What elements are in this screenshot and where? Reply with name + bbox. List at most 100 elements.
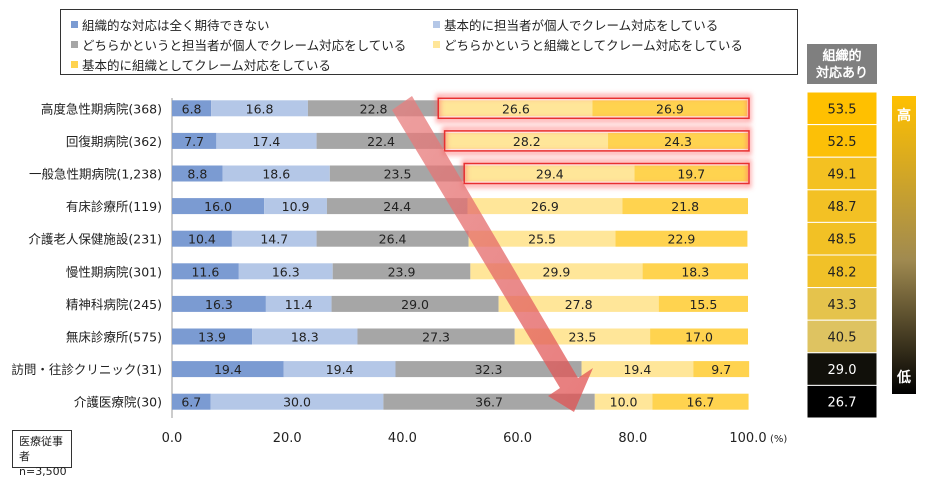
data-label: 16.3: [205, 297, 233, 312]
bar-segment: [650, 328, 748, 345]
bar-segment: [658, 295, 748, 312]
x-tick-label: 40.0: [388, 431, 417, 446]
summary-cell: [806, 124, 878, 158]
sample-note: 医療従事者 n=3,500: [12, 430, 72, 478]
data-label: 10.4: [188, 232, 216, 247]
x-tick-label: 100.0: [729, 431, 766, 446]
bar-segment: [693, 361, 750, 378]
data-label: 22.4: [367, 134, 395, 149]
scale-high-label: 高: [897, 107, 911, 124]
summary-value: 48.7: [828, 200, 857, 215]
bar-segment: [264, 198, 327, 215]
data-label: 10.9: [282, 199, 310, 214]
summary-header-text: 組織的: [822, 48, 861, 64]
data-label: 30.0: [283, 395, 311, 410]
bar-segment: [498, 295, 659, 312]
data-label: 18.3: [291, 330, 319, 345]
category-label: 一般急性期病院(1,238): [29, 167, 162, 182]
bar-segment: [172, 132, 217, 149]
summary-value: 26.7: [828, 396, 857, 411]
data-label: 19.4: [623, 362, 651, 377]
bar-segment: [331, 295, 499, 312]
bar-segment: [172, 361, 284, 378]
data-label: 18.3: [681, 264, 709, 279]
category-label: 精神科病院(245): [66, 297, 162, 312]
data-label: 29.4: [536, 167, 564, 182]
data-label: 13.9: [198, 330, 226, 345]
summary-value: 49.1: [828, 168, 857, 183]
data-label: 23.9: [388, 264, 416, 279]
category-label: 介護老人保健施設(231): [28, 232, 162, 247]
data-label: 14.7: [260, 232, 288, 247]
summary-cell: [806, 189, 878, 223]
bar-segment: [216, 132, 317, 149]
data-label: 36.7: [475, 395, 503, 410]
x-tick-label: 20.0: [273, 431, 302, 446]
data-label: 6.7: [181, 395, 201, 410]
bar-segment: [172, 328, 253, 345]
bar-segment: [357, 328, 515, 345]
legend-item: どちらかというと組織としてクレーム対応をしている: [433, 35, 743, 54]
data-label: 26.9: [531, 199, 559, 214]
legend: 組織的な対応は全く期待できない 基本的に担当者が個人でクレーム対応をしている どちら…: [60, 9, 798, 75]
x-tick-label: 60.0: [503, 431, 532, 446]
data-label: 27.8: [565, 297, 593, 312]
legend-item: どちらかというと担当者が個人でクレーム対応をしている: [71, 35, 406, 54]
bar-segment: [383, 393, 595, 410]
summary-cell: [806, 254, 878, 289]
sample-note-line-1: 医療従事者: [19, 435, 63, 463]
bar-segment: [283, 361, 396, 378]
bar-segment: [581, 361, 694, 378]
category-label: 訪問・往診クリニック(31): [11, 362, 162, 377]
legend-label: 基本的に組織としてクレーム対応をしている: [82, 58, 331, 73]
bar-segment: [468, 230, 616, 247]
data-label: 26.4: [379, 232, 407, 247]
scale-bar: 高 低: [892, 96, 916, 394]
category-label: 有床診療所(119): [66, 199, 162, 214]
summary-header-cell: [807, 44, 877, 84]
data-label: 16.0: [204, 199, 232, 214]
bar-segment: [615, 230, 748, 247]
data-label: 18.6: [262, 167, 290, 182]
data-label: 7.7: [184, 134, 204, 149]
highlight-frame: [443, 130, 750, 152]
summary-value: 29.0: [828, 363, 857, 378]
legend-item: 基本的に組織としてクレーム対応をしている: [71, 55, 331, 74]
data-label: 17.0: [685, 330, 713, 345]
highlight-layer: [435, 93, 752, 188]
bar-segment: [316, 230, 469, 247]
bar-segment: [252, 328, 358, 345]
legend-swatch: [71, 61, 78, 68]
bar-segment: [211, 100, 308, 117]
bar-segment: [652, 393, 749, 410]
category-label: 回復期病院(362): [66, 134, 162, 149]
data-label: 21.8: [671, 199, 699, 214]
bar-segment: [172, 263, 239, 280]
bar-segment: [238, 263, 333, 280]
data-label: 27.3: [422, 330, 450, 345]
bar-segment: [172, 393, 211, 410]
data-label: 11.4: [285, 297, 313, 312]
data-label: 24.4: [383, 199, 411, 214]
data-label: 19.4: [326, 362, 354, 377]
summary-value: 53.5: [828, 102, 857, 117]
summary-cell: [806, 221, 878, 256]
bar-segment: [592, 100, 748, 117]
data-label: 32.3: [475, 362, 503, 377]
bar-segment: [594, 393, 653, 410]
summary-value: 48.5: [828, 233, 857, 248]
legend-label: どちらかというと組織としてクレーム対応をしている: [444, 38, 743, 53]
category-label: 慢性期病院(301): [66, 264, 162, 279]
bar-segment: [172, 230, 232, 247]
bar-segment: [172, 198, 265, 215]
x-unit-label: (%): [770, 434, 787, 445]
bar-segment: [467, 198, 623, 215]
data-label: 28.2: [513, 134, 541, 149]
data-label: 9.7: [711, 362, 731, 377]
bar-segment: [326, 198, 468, 215]
bar-segment: [642, 263, 748, 280]
summary-value: 40.5: [828, 331, 857, 346]
data-label: 19.4: [214, 362, 242, 377]
